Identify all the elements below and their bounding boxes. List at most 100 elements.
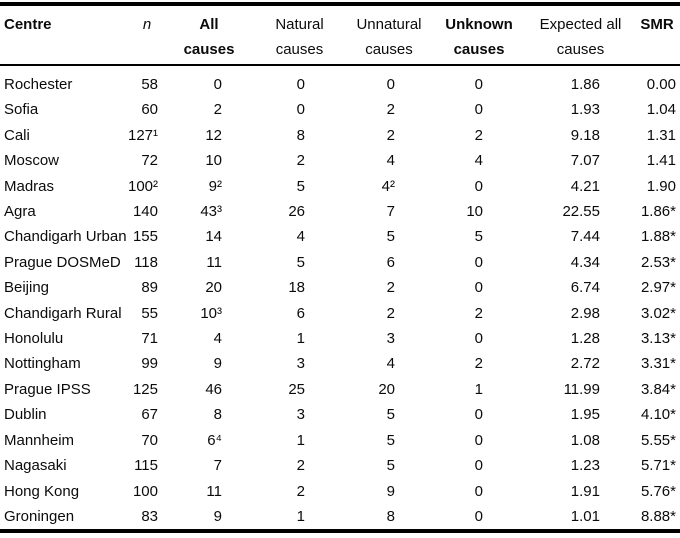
cell-n: 67 bbox=[141, 406, 158, 424]
cell-unknown: 0 bbox=[474, 101, 483, 119]
cell-smr: 1.04 bbox=[646, 101, 676, 119]
cell-centre: Chandigarh Urban bbox=[4, 228, 127, 246]
cell-all: 11 bbox=[206, 482, 222, 500]
cell-n: 127¹ bbox=[128, 126, 159, 144]
cell-natural: 0 bbox=[296, 76, 305, 93]
cell-smr: 1.86* bbox=[640, 203, 676, 221]
cell-all: 10 bbox=[205, 152, 222, 170]
col-header-expected-all-causes: Expected all causes bbox=[491, 6, 621, 66]
cell-centre: Nagasaki bbox=[4, 457, 67, 475]
cell-natural: 3 bbox=[296, 355, 305, 373]
table-row: Chandigarh Urban 155 14 4 5 5 7.44 1.88* bbox=[0, 224, 680, 249]
cell-expected: 22.55 bbox=[562, 203, 600, 221]
table-row: Chandigarh Rural 55 10³ 6 2 2 2.98 3.02* bbox=[0, 301, 680, 326]
cell-smr: 3.84* bbox=[640, 380, 676, 398]
cell-expected: 2.72 bbox=[570, 355, 600, 373]
cell-expected: 1.95 bbox=[570, 406, 600, 424]
col-header-all-causes-line2: causes bbox=[183, 41, 235, 58]
cell-natural: 8 bbox=[296, 126, 305, 144]
cell-all: 46 bbox=[205, 380, 222, 398]
cell-natural: 1 bbox=[296, 330, 305, 348]
cell-n: 55 bbox=[141, 304, 158, 322]
cell-centre: Beijing bbox=[4, 279, 50, 297]
cell-n: 99 bbox=[141, 355, 158, 373]
cell-expected: 1.93 bbox=[570, 101, 600, 119]
cell-expected: 7.07 bbox=[570, 152, 600, 170]
col-header-expected-all-causes-line2: causes bbox=[556, 41, 605, 58]
table-header: Centre n All causes Natural causes bbox=[0, 6, 680, 66]
cell-centre: Moscow bbox=[4, 152, 60, 170]
cell-natural: 1 bbox=[296, 431, 305, 449]
cell-n: 72 bbox=[141, 152, 158, 170]
col-header-natural-causes-line2: causes bbox=[275, 41, 324, 58]
cell-smr: 1.88* bbox=[640, 228, 676, 246]
cell-all: 4 bbox=[213, 330, 222, 348]
col-header-unknown-causes: Unknown causes bbox=[403, 6, 513, 66]
cell-expected: 11.99 bbox=[563, 380, 600, 398]
cell-n: 100² bbox=[128, 177, 159, 195]
cell-unknown: 2 bbox=[474, 126, 483, 144]
cell-n: 83 bbox=[141, 507, 158, 525]
cell-unnatural: 2 bbox=[386, 279, 395, 297]
cell-expected: 1.86 bbox=[570, 76, 600, 93]
table-row: Groningen 83 9 1 8 0 1.01 8.88* bbox=[0, 504, 680, 529]
table-row: Prague DOSMeD 118 11 5 6 0 4.34 2.53* bbox=[0, 250, 680, 275]
cell-natural: 18 bbox=[288, 279, 305, 297]
cell-natural: 5 bbox=[296, 177, 305, 195]
cell-smr: 5.55* bbox=[640, 431, 676, 449]
cell-centre: Hong Kong bbox=[4, 482, 80, 500]
cell-smr: 8.88* bbox=[640, 507, 676, 525]
cell-all: 7 bbox=[213, 457, 222, 475]
cell-natural: 6 bbox=[296, 304, 305, 322]
cell-all: 12 bbox=[205, 126, 222, 144]
cell-centre: Madras bbox=[4, 177, 55, 195]
cell-unknown: 0 bbox=[474, 406, 483, 424]
table-row: Hong Kong 100 11 2 9 0 1.91 5.76* bbox=[0, 479, 680, 504]
cell-expected: 1.91 bbox=[570, 482, 600, 500]
cell-natural: 2 bbox=[296, 152, 305, 170]
cell-expected: 6.74 bbox=[570, 279, 600, 297]
cell-all: 20 bbox=[205, 279, 222, 297]
cell-unknown: 0 bbox=[474, 431, 483, 449]
col-header-unknown-causes-line1: Unknown bbox=[445, 16, 513, 33]
cell-n: 100 bbox=[132, 482, 158, 500]
cell-centre: Rochester bbox=[4, 76, 73, 93]
cell-all: 11 bbox=[206, 253, 222, 271]
cell-natural: 3 bbox=[296, 406, 305, 424]
cell-smr: 4.10* bbox=[640, 406, 676, 424]
cell-all: 14 bbox=[205, 228, 222, 246]
cell-n: 60 bbox=[141, 101, 158, 119]
cell-smr: 3.31* bbox=[640, 355, 676, 373]
cell-unknown: 4 bbox=[474, 152, 483, 170]
cell-centre: Prague IPSS bbox=[4, 380, 91, 398]
col-header-expected-all-causes-line1: Expected all bbox=[539, 16, 622, 33]
table-row: Dublin 67 8 3 5 0 1.95 4.10* bbox=[0, 402, 680, 427]
cell-n: 58 bbox=[141, 76, 158, 93]
col-header-smr-label: SMR bbox=[640, 16, 674, 33]
cell-unnatural: 2 bbox=[386, 304, 395, 322]
cell-smr: 3.13* bbox=[640, 330, 676, 348]
cell-expected: 7.44 bbox=[570, 228, 600, 246]
cell-natural: 5 bbox=[296, 253, 305, 271]
table-row: Sofia 60 2 0 2 0 1.93 1.04 bbox=[0, 97, 680, 122]
cell-unknown: 2 bbox=[474, 304, 483, 322]
col-header-all-causes-line1: All bbox=[199, 16, 219, 33]
cell-n: 115 bbox=[134, 457, 158, 475]
cell-smr: 1.41 bbox=[646, 152, 676, 170]
col-header-centre-label: Centre bbox=[4, 16, 52, 33]
cell-centre: Honolulu bbox=[4, 330, 64, 348]
table-row: Beijing 89 20 18 2 0 6.74 2.97* bbox=[0, 275, 680, 300]
cell-unnatural: 5 bbox=[386, 228, 395, 246]
col-header-all-causes: All causes bbox=[166, 6, 234, 66]
cell-smr: 0.00 bbox=[646, 76, 676, 93]
col-header-natural-causes: Natural causes bbox=[230, 6, 324, 66]
table-row: Rochester 58 0 0 0 0 1.86 0.00 bbox=[0, 65, 680, 97]
cell-n: 155 bbox=[132, 228, 158, 246]
cell-unnatural: 3 bbox=[386, 330, 395, 348]
cell-unnatural: 4 bbox=[386, 355, 395, 373]
cell-centre: Cali bbox=[4, 126, 30, 144]
col-header-unnatural-causes: Unnatural causes bbox=[313, 6, 422, 66]
table-row: Nagasaki 115 7 2 5 0 1.23 5.71* bbox=[0, 453, 680, 478]
cell-unnatural: 8 bbox=[386, 507, 395, 525]
